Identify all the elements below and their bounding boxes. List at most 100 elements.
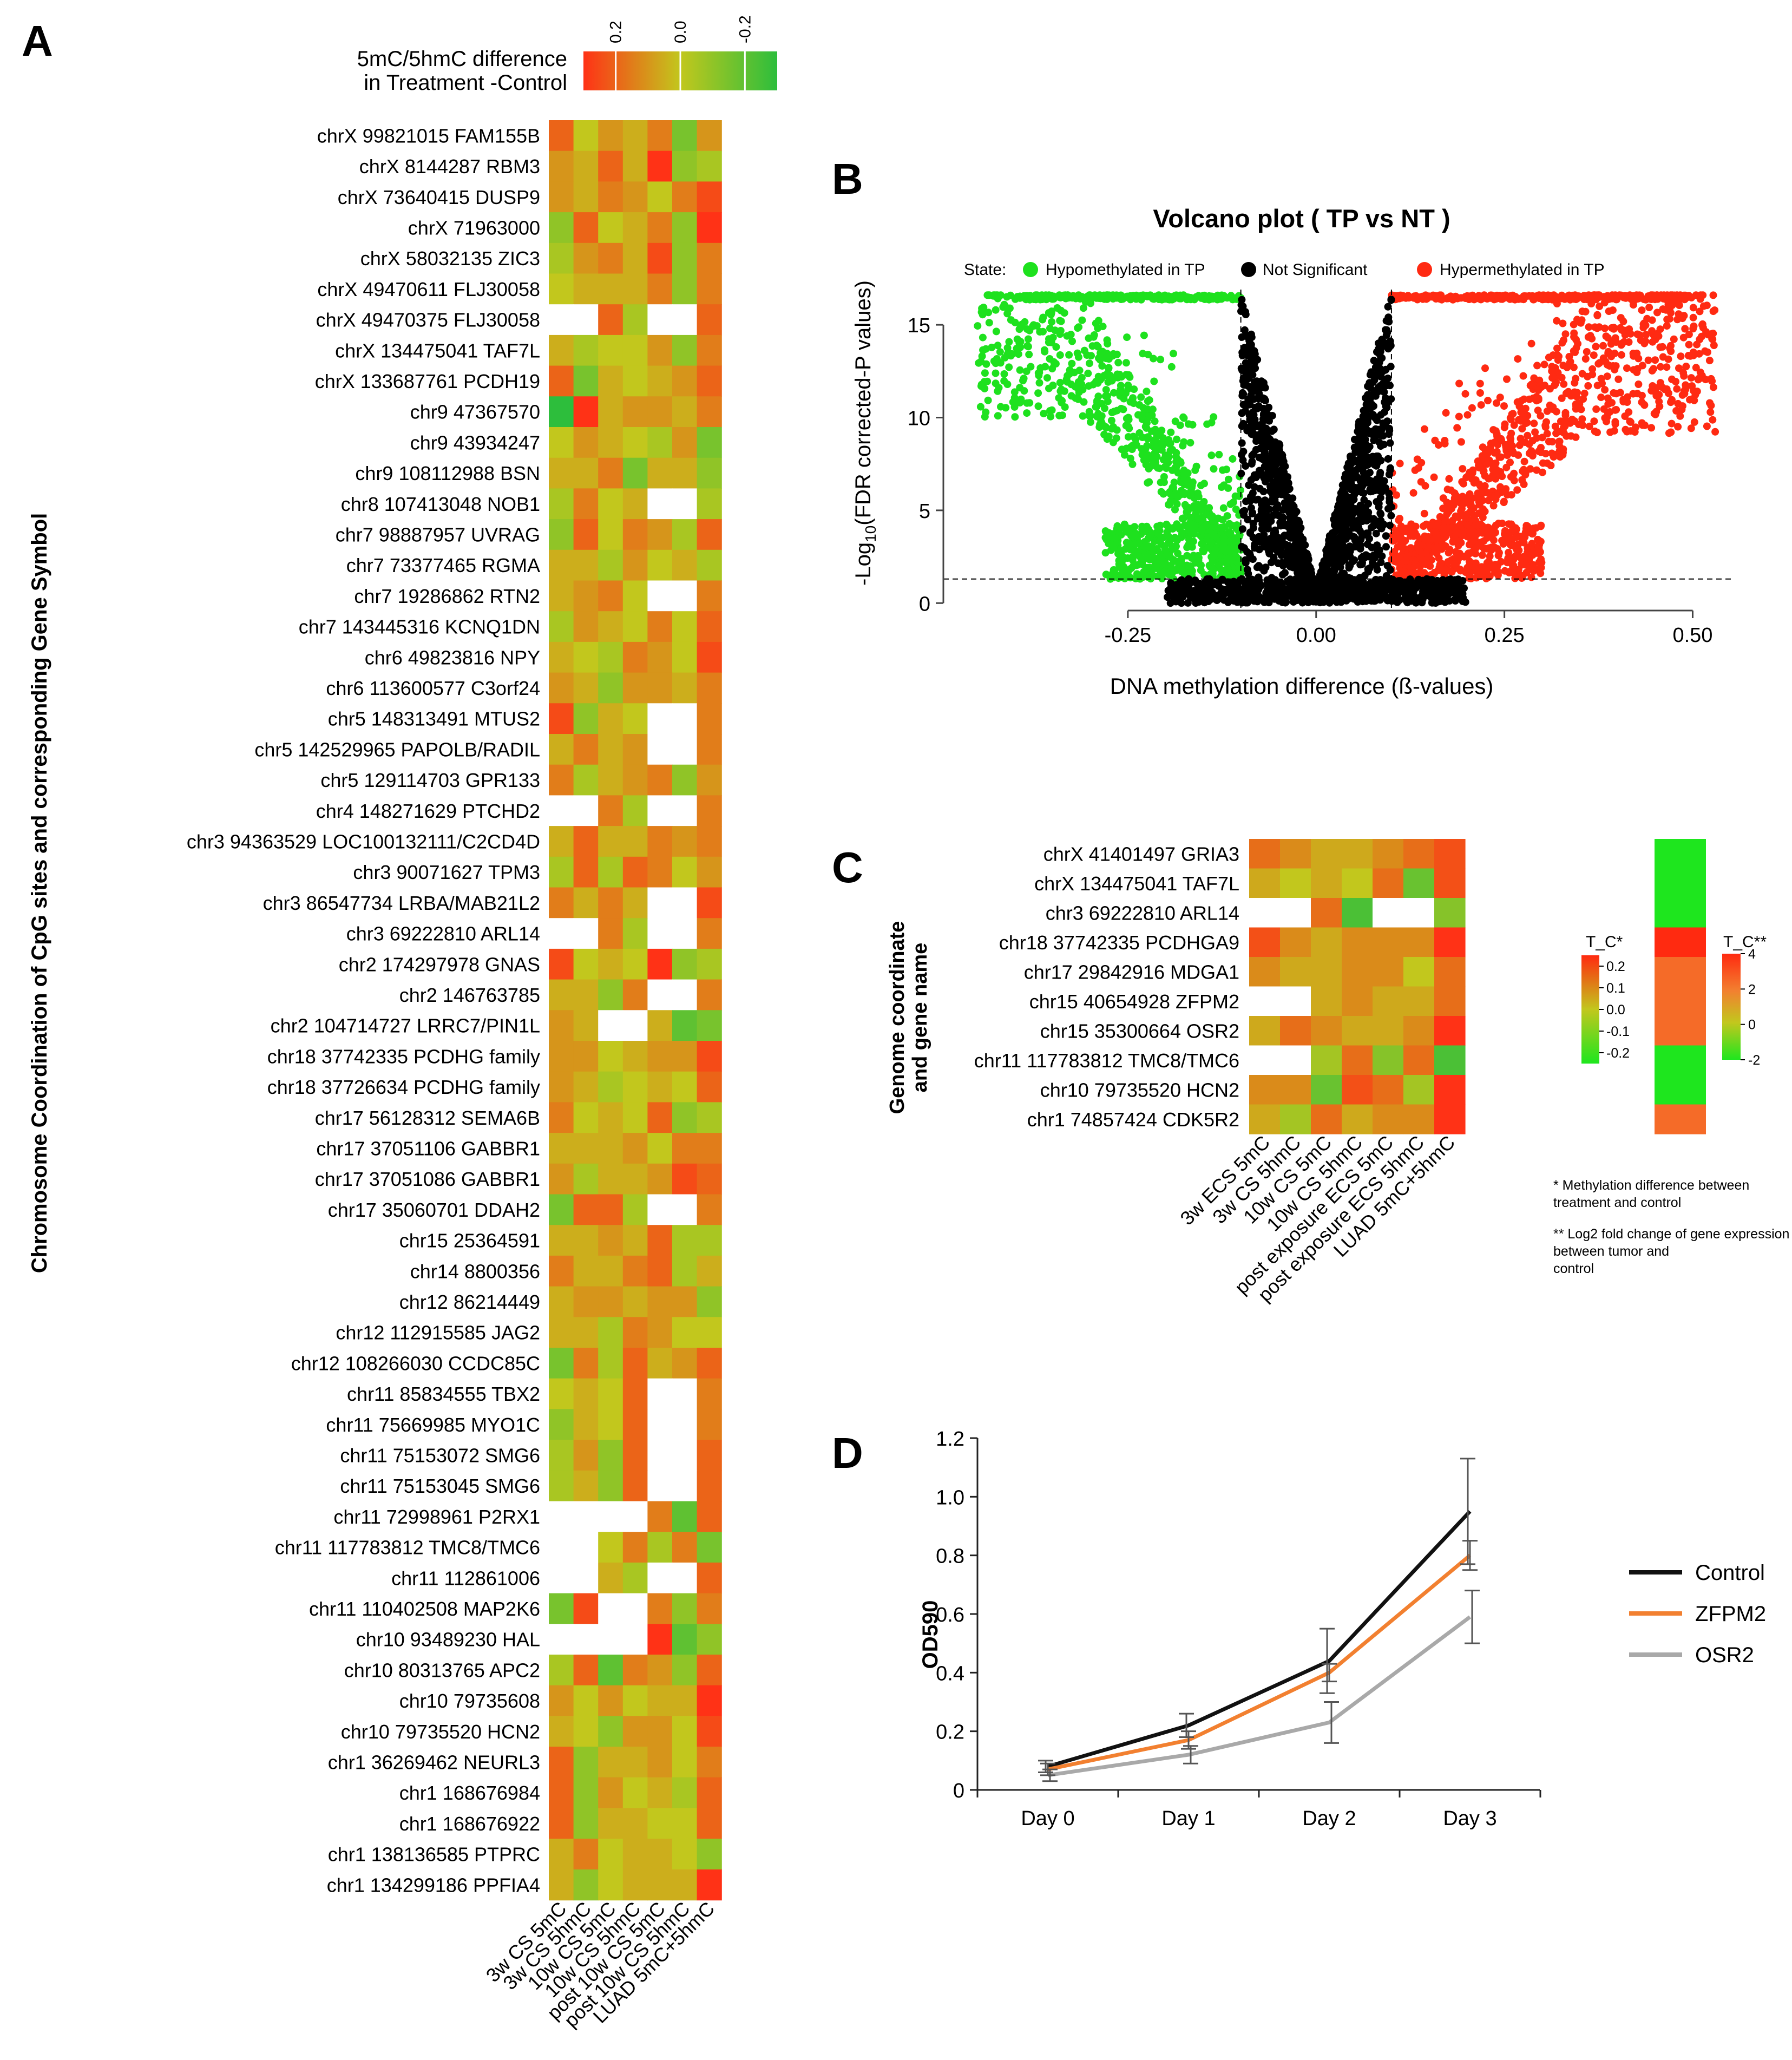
heatmap-cell <box>672 1869 698 1901</box>
volcano-point <box>1043 374 1051 382</box>
heatmap-cell <box>573 1808 599 1839</box>
heatmap-cell <box>573 1470 599 1502</box>
heatmap-cell <box>647 1624 673 1655</box>
volcano-point <box>1172 291 1180 299</box>
heatmap-cell <box>549 856 574 888</box>
volcano-point <box>1110 566 1118 574</box>
volcano-point <box>1226 500 1235 508</box>
heatmap-cell <box>598 212 623 244</box>
heatmap-cell <box>647 1409 673 1440</box>
volcano-point <box>1105 355 1113 363</box>
volcano-point <box>1094 392 1102 401</box>
volcano-point <box>1291 552 1299 560</box>
volcano-point <box>1215 450 1223 458</box>
volcano-point <box>1101 549 1110 557</box>
volcano-point <box>1141 445 1150 453</box>
volcano-point <box>1475 463 1484 471</box>
volcano-point <box>1638 391 1646 399</box>
heatmap-cell <box>647 273 673 305</box>
heatmap-cell <box>573 795 599 826</box>
heatmap-cell <box>598 1470 623 1502</box>
heatmap-cell <box>672 887 698 919</box>
heatmap-cell <box>672 1808 698 1839</box>
volcano-point <box>1635 380 1643 388</box>
volcano-point <box>1262 397 1269 405</box>
volcano-point <box>1441 439 1449 448</box>
volcano-point <box>1484 563 1492 572</box>
volcano-point <box>1100 430 1108 438</box>
volcano-point <box>1007 316 1015 324</box>
volcano-point <box>1588 365 1597 373</box>
volcano-point <box>1593 382 1601 390</box>
volcano-point <box>1288 517 1296 526</box>
volcano-point <box>1274 490 1282 498</box>
heatmap-cell <box>598 1255 623 1287</box>
heatmap-cell <box>647 242 673 274</box>
volcano-point <box>1558 373 1566 382</box>
volcano-point <box>1377 510 1385 519</box>
volcano-point <box>1288 505 1295 513</box>
volcano-point <box>1303 550 1311 559</box>
volcano-point <box>1078 293 1086 301</box>
volcano-point <box>1668 375 1676 383</box>
volcano-point <box>1509 471 1517 479</box>
heatmap-cell <box>549 1839 574 1870</box>
volcano-point <box>1521 561 1530 569</box>
volcano-point <box>1560 429 1568 437</box>
heatmap-cell <box>672 1777 698 1809</box>
volcano-point <box>1421 482 1429 490</box>
heatmap-cell <box>549 611 574 642</box>
volcano-point <box>1381 421 1389 429</box>
volcano-point <box>1055 411 1064 419</box>
row-label: chr10 79735608 <box>399 1690 540 1712</box>
volcano-point <box>1089 333 1098 341</box>
heatmap-cell <box>672 488 698 520</box>
volcano-point <box>1246 332 1255 340</box>
volcano-point <box>1051 326 1059 334</box>
volcano-point <box>1487 543 1495 552</box>
volcano-point <box>1374 384 1382 392</box>
volcano-point <box>1219 534 1228 542</box>
volcano-point <box>1439 294 1447 303</box>
heatmap-cell <box>549 1194 574 1225</box>
row-label: chr1 168676984 <box>399 1782 540 1804</box>
volcano-point <box>1659 305 1667 313</box>
heatmap-cell <box>549 1869 574 1901</box>
heatmap-cell <box>573 396 599 428</box>
volcano-point <box>1170 350 1177 358</box>
heatmap-cell <box>573 1255 599 1287</box>
volcano-point <box>1645 304 1653 311</box>
volcano-point <box>1068 359 1076 368</box>
volcano-point <box>1003 380 1012 388</box>
volcano-point <box>1701 347 1709 355</box>
heatmap-cell <box>697 1777 722 1809</box>
volcano-point <box>1123 528 1131 536</box>
volcano-point <box>1267 559 1275 567</box>
volcano-point <box>1336 524 1344 532</box>
volcano-point <box>992 327 1000 336</box>
volcano-point <box>1129 394 1137 402</box>
volcano-point <box>1537 444 1545 452</box>
heatmap-cell <box>647 1255 673 1287</box>
volcano-point <box>1153 561 1161 568</box>
volcano-point <box>1144 455 1152 463</box>
panel-a-y-axis-title: Chromosome Coordination of CpG sites and… <box>28 513 51 1274</box>
heatmap-cell <box>549 1562 574 1594</box>
volcano-point <box>1276 542 1284 550</box>
volcano-point <box>1211 532 1219 540</box>
volcano-point <box>1245 550 1253 559</box>
volcano-point <box>1025 350 1033 358</box>
volcano-point <box>1034 389 1042 397</box>
volcano-point <box>1248 357 1255 365</box>
volcano-point <box>992 369 1000 377</box>
heatmap-cell <box>549 826 574 857</box>
volcano-point <box>1212 524 1220 532</box>
heatmap-cell <box>598 1624 623 1655</box>
heatmap-cell <box>573 1869 599 1901</box>
volcano-point <box>1013 335 1021 343</box>
heatmap-cell <box>622 1378 648 1409</box>
volcano-point <box>1473 574 1481 582</box>
heatmap-cell <box>573 1777 599 1809</box>
volcano-point <box>1469 528 1477 536</box>
heatmap-cell <box>647 672 673 704</box>
